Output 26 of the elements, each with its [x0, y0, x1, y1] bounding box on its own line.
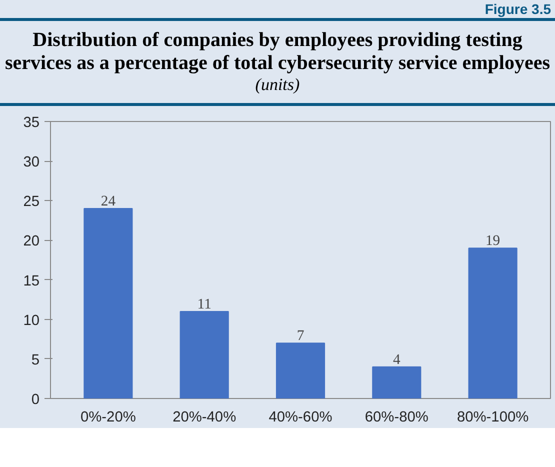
bar [468, 248, 518, 398]
data-label: 24 [100, 194, 116, 210]
y-tick-label: 20 [23, 234, 40, 250]
chart-subtitle: (units) [254, 75, 301, 95]
x-tick-label: 80%-100% [456, 410, 529, 426]
caption: Figure 3.5 [484, 0, 552, 18]
bar [84, 208, 133, 398]
y-tick-label: 0 [31, 392, 40, 408]
x-tick-label: 60%-80% [364, 410, 428, 426]
y-tick-label: 30 [23, 154, 40, 171]
y-tick-label: 25 [23, 194, 40, 210]
bar [372, 366, 422, 398]
y-tick-label: 15 [23, 273, 40, 290]
x-tick-label: 0%-20% [80, 410, 136, 426]
data-label: 11 [197, 296, 212, 312]
data-label: 19 [485, 233, 500, 250]
data-label: 7 [296, 328, 304, 344]
bar [276, 342, 326, 398]
y-tick-label: 5 [31, 352, 40, 368]
x-tick-label: 20%-40% [172, 410, 236, 426]
x-tick-label: 40%-60% [268, 410, 332, 426]
y-tick-label: 10 [23, 312, 40, 329]
chart-title: Distribution of companies by employees providing testing services as a percentage of total cybersecurity service employees [4, 29, 551, 75]
data-label: 4 [392, 352, 401, 368]
bar [180, 310, 229, 398]
y-tick-label: 35 [23, 115, 40, 131]
